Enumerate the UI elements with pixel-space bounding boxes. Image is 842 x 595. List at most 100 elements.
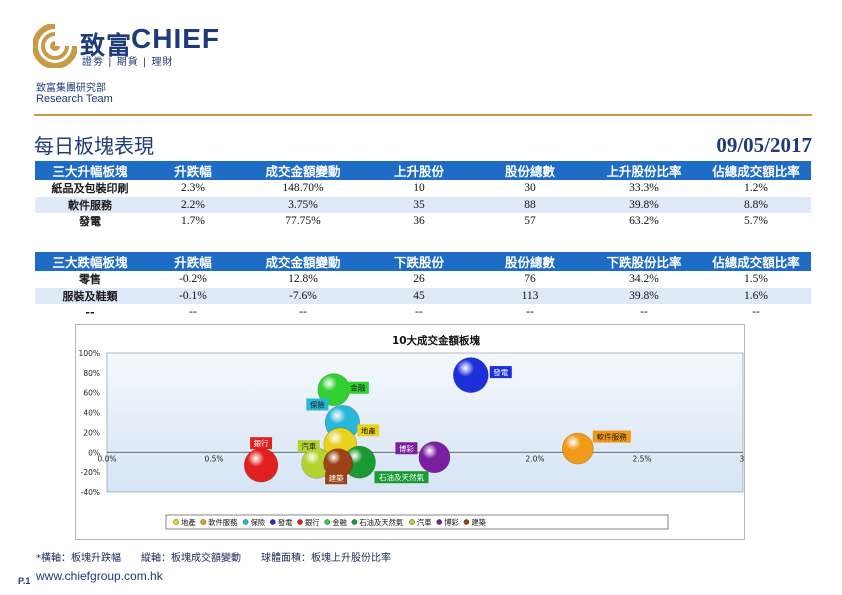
table-header-row: 三大跌幅板塊 升跌幅 成交金額變動 下跌股份 股份總數 下跌股份比率 佔總成交額… bbox=[35, 252, 811, 271]
table-cell: 26 bbox=[413, 273, 425, 286]
column-header: 佔總成交額比率 bbox=[701, 252, 811, 271]
table-cell: 148.70% bbox=[282, 182, 324, 195]
table-cell: 3.75% bbox=[241, 196, 365, 213]
column-header: 下跌股份比率 bbox=[587, 252, 701, 271]
column-header: 三大跌幅板塊 bbox=[35, 252, 145, 271]
bubble-label-box bbox=[325, 472, 348, 485]
table-row: 軟件服務 2.2% 3.75% 35 88 39.8% 8.8% bbox=[35, 196, 811, 213]
bubble-chart: 10大成交金額板塊 100% 80% 60% 40% 20% 0% -20% -40% 0.0%… bbox=[75, 324, 745, 540]
bubble-label: 建築 bbox=[329, 473, 344, 483]
table-cell: -7.6% bbox=[241, 287, 365, 304]
x-tick-label: 2.5% bbox=[632, 454, 651, 463]
table-cell: 8.8% bbox=[701, 196, 811, 213]
bubble-label: 軟件服務 bbox=[597, 432, 627, 442]
brand-tagline: 證劵 | 期貨 | 理財 bbox=[82, 57, 174, 68]
table-cell: 39.8% bbox=[587, 196, 701, 213]
column-header: 升跌幅 bbox=[145, 161, 241, 180]
bubble-label: 地產 bbox=[361, 425, 376, 435]
table-cell: 33.3% bbox=[629, 182, 659, 195]
column-header: 上升股份比率 bbox=[587, 161, 701, 180]
bubble-label-box bbox=[374, 471, 429, 484]
column-header: 三大升幅板塊 bbox=[35, 161, 145, 180]
table-cell: 39.8% bbox=[587, 287, 701, 304]
table-cell: 36 bbox=[413, 215, 425, 228]
sector-name: 零售 bbox=[79, 273, 101, 287]
y-tick-label: -40% bbox=[81, 488, 100, 497]
legend-entry: 汽車 bbox=[417, 518, 432, 527]
x-tick-label: 3.0% bbox=[739, 454, 744, 463]
legend-marker bbox=[173, 519, 179, 525]
bubble-point bbox=[243, 447, 279, 483]
bubble-label-box bbox=[592, 430, 631, 443]
team-name-en: Research Team bbox=[36, 93, 113, 105]
table-cell: -- bbox=[415, 306, 423, 319]
legend-marker bbox=[409, 519, 415, 525]
legend-entry: 軟件服務 bbox=[208, 518, 238, 527]
sector-name: -- bbox=[85, 305, 95, 319]
y-tick-label: 80% bbox=[83, 369, 100, 378]
chart-legend bbox=[165, 514, 669, 530]
bubble-label: 石油及天然氣 bbox=[379, 472, 424, 482]
bubble-label: 銀行 bbox=[254, 438, 269, 448]
legend-marker bbox=[463, 519, 470, 525]
sector-name: 發電 bbox=[79, 215, 101, 229]
legend-entry: 發電 bbox=[278, 518, 293, 527]
bubble-label: 保險 bbox=[310, 400, 325, 410]
legend-entry: 保險 bbox=[251, 518, 266, 527]
table-cell: 77.75% bbox=[285, 215, 321, 228]
bubble-label-box bbox=[306, 398, 329, 411]
bubble-label-box bbox=[297, 440, 320, 453]
chart-footnote: *橫軸：板塊升跌幅 縱軸：板塊成交額變動 球體面積：板塊上升股份比率 bbox=[36, 553, 391, 564]
table-cell: -- bbox=[640, 306, 648, 319]
table-cell: -- bbox=[526, 306, 534, 319]
table-cell: 12.8% bbox=[288, 273, 318, 286]
bubble-label: 發電 bbox=[493, 368, 508, 377]
column-header: 升跌幅 bbox=[145, 252, 241, 271]
table-cell: 2.2% bbox=[145, 196, 241, 213]
table-cell: -- bbox=[752, 306, 760, 319]
bubble-label-box bbox=[489, 366, 512, 379]
table-cell: -- bbox=[299, 306, 307, 319]
y-tick-label: 0% bbox=[88, 448, 100, 457]
legend-marker bbox=[324, 519, 330, 525]
y-tick-label: 60% bbox=[83, 389, 100, 398]
table-cell: -0.2% bbox=[179, 273, 207, 286]
bubble-point bbox=[452, 357, 489, 393]
table-row: 服裝及鞋類 -0.1% -7.6% 45 113 39.8% 1.6% bbox=[35, 287, 811, 304]
table-cell: 2.3% bbox=[181, 182, 205, 195]
bubble-label-box bbox=[250, 437, 273, 450]
column-header: 成交金額變動 bbox=[241, 161, 365, 180]
team-name-cn: 致富集團研究部 bbox=[36, 83, 106, 94]
bubble-point bbox=[561, 432, 594, 465]
table-cell: 45 bbox=[365, 287, 473, 304]
table-cell: 1.6% bbox=[701, 287, 811, 304]
x-tick-label: 0.0% bbox=[97, 454, 116, 463]
table-cell: 10 bbox=[413, 182, 425, 195]
sector-name: 軟件服務 bbox=[35, 196, 145, 213]
table-cell: 1.2% bbox=[744, 182, 768, 195]
bubble-label: 汽車 bbox=[301, 441, 316, 451]
bubble-chart-canvas: 10大成交金額板塊 100% 80% 60% 40% 20% 0% -20% -40% 0.0%… bbox=[79, 334, 744, 530]
column-header: 股份總數 bbox=[473, 161, 587, 180]
table-row: 發電 1.7% 77.75% 36 57 63.2% 5.7% bbox=[35, 213, 811, 230]
chief-logo-icon bbox=[32, 23, 78, 69]
x-tick-label: 0.5% bbox=[204, 454, 223, 463]
bubble-label-box bbox=[357, 424, 380, 437]
chart-title: 10大成交金額板塊 bbox=[392, 334, 481, 347]
table-cell: -0.1% bbox=[145, 287, 241, 304]
bubble-point bbox=[418, 441, 451, 474]
plot-area bbox=[106, 352, 744, 493]
bubble-label: 金融 bbox=[350, 383, 365, 393]
legend-marker bbox=[200, 519, 206, 525]
table-header-row: 三大升幅板塊 升跌幅 成交金額變動 上升股份 股份總數 上升股份比率 佔總成交額… bbox=[35, 161, 811, 180]
column-header: 下跌股份 bbox=[365, 252, 473, 271]
table-cell: 88 bbox=[473, 196, 587, 213]
table-cell: -- bbox=[189, 306, 197, 319]
table-cell: 35 bbox=[365, 196, 473, 213]
table-cell: 5.7% bbox=[744, 215, 768, 228]
table-row: 零售 -0.2% 12.8% 26 76 34.2% 1.5% bbox=[35, 271, 811, 288]
top-gainers-table: 三大升幅板塊 升跌幅 成交金額變動 上升股份 股份總數 上升股份比率 佔總成交額… bbox=[35, 161, 811, 230]
table-cell: 30 bbox=[524, 182, 536, 195]
table-cell: 34.2% bbox=[629, 273, 659, 286]
website-link[interactable]: www.chiefgroup.com.hk bbox=[36, 569, 163, 583]
